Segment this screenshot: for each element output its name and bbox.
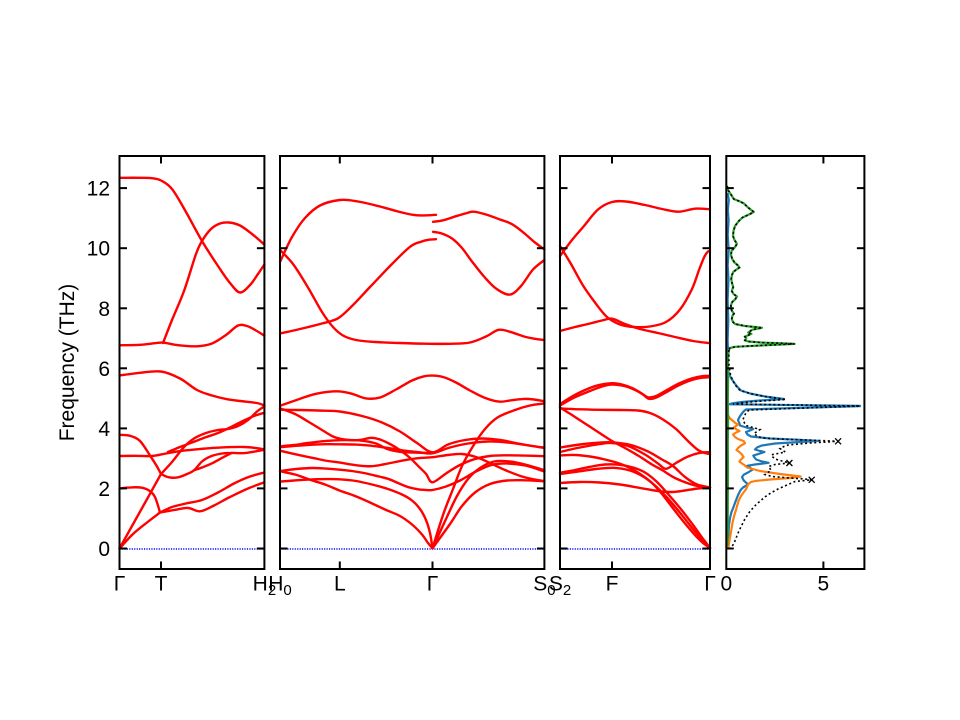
svg-text:0: 0 [720, 573, 732, 596]
svg-text:T: T [155, 573, 168, 596]
svg-text:6: 6 [98, 358, 110, 381]
svg-text:12: 12 [87, 178, 110, 201]
svg-text:Γ: Γ [114, 573, 126, 596]
svg-text:Γ: Γ [704, 573, 716, 596]
svg-text:5: 5 [818, 573, 830, 596]
svg-text:L: L [334, 573, 346, 596]
svg-text:Frequency (THz): Frequency (THz) [56, 284, 79, 442]
svg-text:Γ: Γ [427, 573, 439, 596]
svg-text:0: 0 [98, 538, 110, 561]
svg-text:2: 2 [98, 478, 110, 501]
svg-text:F: F [606, 573, 619, 596]
svg-text:10: 10 [87, 238, 110, 261]
svg-text:4: 4 [98, 418, 110, 441]
svg-text:8: 8 [98, 298, 110, 321]
